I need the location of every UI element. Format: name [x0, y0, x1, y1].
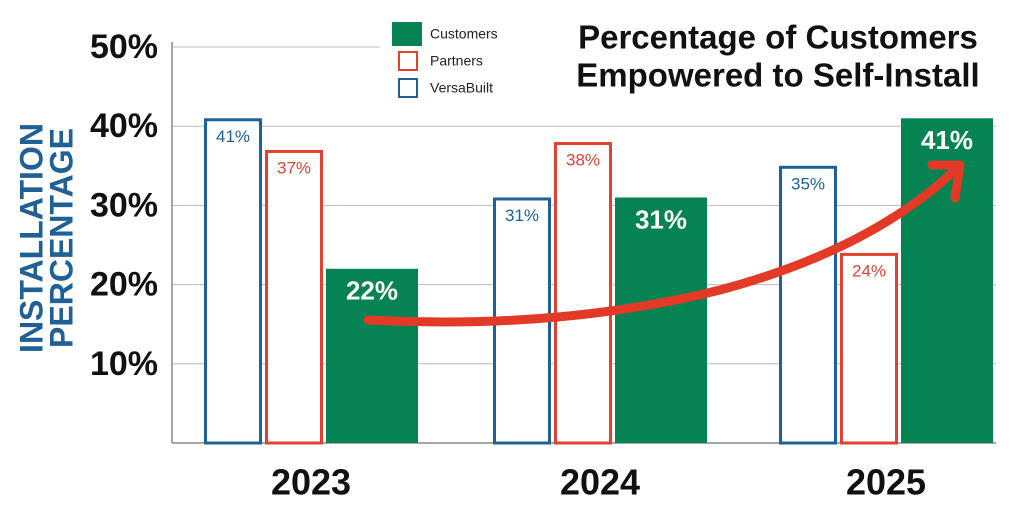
x-tick-label: 2023: [271, 462, 351, 503]
y-axis-label-line: PERCENTAGE: [43, 128, 79, 348]
bar: [265, 149, 323, 445]
bar: [204, 118, 262, 445]
x-tick-label: 2025: [846, 462, 926, 503]
value-label: 35%: [791, 174, 825, 193]
y-tick-label: 40%: [90, 107, 158, 145]
bar: [615, 197, 707, 443]
value-label: 22%: [346, 276, 398, 306]
value-label: 38%: [566, 151, 600, 170]
legend-label: VersaBuilt: [430, 80, 493, 96]
bar: [554, 142, 612, 445]
value-label: 37%: [277, 158, 311, 177]
bar: [840, 252, 898, 445]
trend-arrowhead: [927, 160, 965, 203]
value-label: 41%: [216, 127, 250, 146]
y-axis-label-line: INSTALLATION: [13, 123, 49, 353]
value-label: 41%: [921, 125, 973, 155]
y-axis-label: INSTALLATION PERCENTAGE: [13, 123, 79, 353]
y-tick-label: 30%: [90, 186, 158, 224]
legend-swatch: [398, 51, 418, 71]
y-tick-label: 10%: [90, 345, 158, 383]
y-tick-label: 20%: [90, 266, 158, 304]
trend-arrow: [363, 165, 960, 327]
chart-title: Percentage of Customers: [578, 19, 978, 56]
bar: [779, 165, 837, 445]
legend-label: Customers: [430, 26, 498, 42]
legend-swatch: [398, 78, 418, 98]
bar: [326, 268, 418, 443]
legend-label: Partners: [430, 53, 483, 69]
value-label: 24%: [852, 261, 886, 280]
y-tick-label: 50%: [90, 28, 158, 66]
x-tick-label: 2024: [560, 462, 640, 503]
value-label: 31%: [635, 204, 687, 234]
legend-swatch: [392, 22, 422, 46]
value-label: 31%: [505, 206, 539, 225]
chart-title: Empowered to Self-Install: [576, 57, 979, 94]
